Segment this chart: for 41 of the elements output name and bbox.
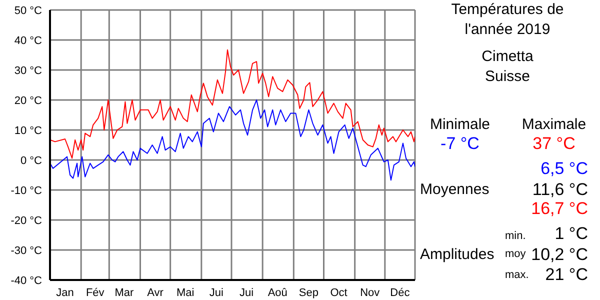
text: 10,2 °C [531,245,588,264]
text: 1 °C [554,224,588,243]
text: max. [505,269,529,282]
text: 6,5 °C [540,159,588,178]
y-tick-label: 0 °C [20,154,42,167]
text: 37 °C [532,134,576,153]
y-tick-label: -40 °C [10,274,42,287]
x-tick-label: Nov [360,286,380,299]
text: Amplitudes [420,246,494,263]
text: moy [505,248,526,261]
x-tick-label: Jan [56,286,74,299]
x-tick-label: Mai [176,286,194,299]
y-tick-label: 10 °C [14,124,42,137]
x-tick-label: Jui [240,286,254,299]
x-tick-label: Aoû [268,286,288,299]
x-tick-label: Déc [390,286,410,299]
y-tick-label: -20 °C [10,214,42,227]
y-tick-label: 50 °C [14,4,42,17]
x-tick-label: Jui [209,286,224,299]
line-series [50,49,415,159]
line-series [50,100,415,181]
x-tick-label: Sep [298,286,318,299]
x-tick-label: Mar [114,286,134,299]
y-tick-label: -30 °C [10,244,42,257]
y-tick-label: 30 °C [14,64,42,77]
text: 21 °C [545,265,588,284]
text: min. [505,230,526,243]
text: Cimetta Suisse [480,47,534,87]
text: 11,6 °C [532,180,588,199]
text: -7 °C [440,134,480,153]
text: 16,7 °C [531,199,588,218]
text: Moyennes [420,181,490,198]
text: Températures de l'année 2019 [450,0,565,40]
x-tick-label: Oct [330,286,348,299]
text: Minimale [428,116,491,133]
x-tick-label: Avr [147,286,164,299]
y-tick-label: 20 °C [14,94,42,107]
y-tick-label: -10 °C [10,184,42,197]
x-tick-label: Fév [86,286,105,299]
text: Maximale [520,116,588,133]
y-tick-label: 40 °C [14,34,42,47]
